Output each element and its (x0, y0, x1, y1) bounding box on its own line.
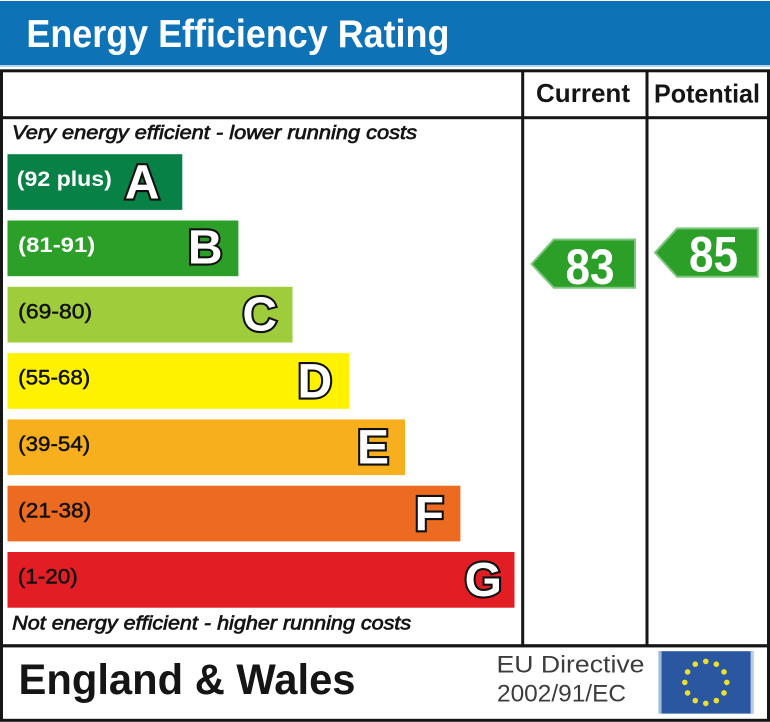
svg-text:(39-54): (39-54) (18, 433, 90, 456)
svg-text:England & Wales: England & Wales (19, 657, 356, 704)
svg-text:Potential: Potential (654, 79, 760, 109)
svg-text:D: D (298, 355, 333, 408)
svg-text:(1-20): (1-20) (18, 566, 78, 589)
svg-text:(81-91): (81-91) (18, 234, 95, 257)
svg-text:F: F (415, 488, 444, 541)
svg-text:EU Directive: EU Directive (497, 652, 645, 679)
svg-text:(55-68): (55-68) (18, 367, 90, 390)
svg-text:(92 plus): (92 plus) (17, 168, 112, 191)
svg-text:(21-38): (21-38) (18, 499, 91, 522)
svg-text:G: G (465, 554, 502, 607)
svg-text:Not energy efficient - higher: Not energy efficient - higher running co… (12, 614, 412, 635)
svg-text:B: B (188, 222, 223, 275)
svg-text:(69-80): (69-80) (18, 300, 92, 323)
svg-text:2002/91/EC: 2002/91/EC (497, 681, 626, 708)
svg-text:E: E (357, 422, 389, 475)
svg-text:83: 83 (566, 239, 615, 295)
svg-text:C: C (242, 289, 277, 342)
svg-text:85: 85 (689, 227, 738, 283)
svg-text:Energy Efficiency Rating: Energy Efficiency Rating (26, 13, 449, 56)
svg-text:Very energy efficient - lower: Very energy efficient - lower running co… (12, 123, 418, 144)
svg-text:Current: Current (536, 78, 630, 108)
svg-text:A: A (125, 156, 160, 209)
